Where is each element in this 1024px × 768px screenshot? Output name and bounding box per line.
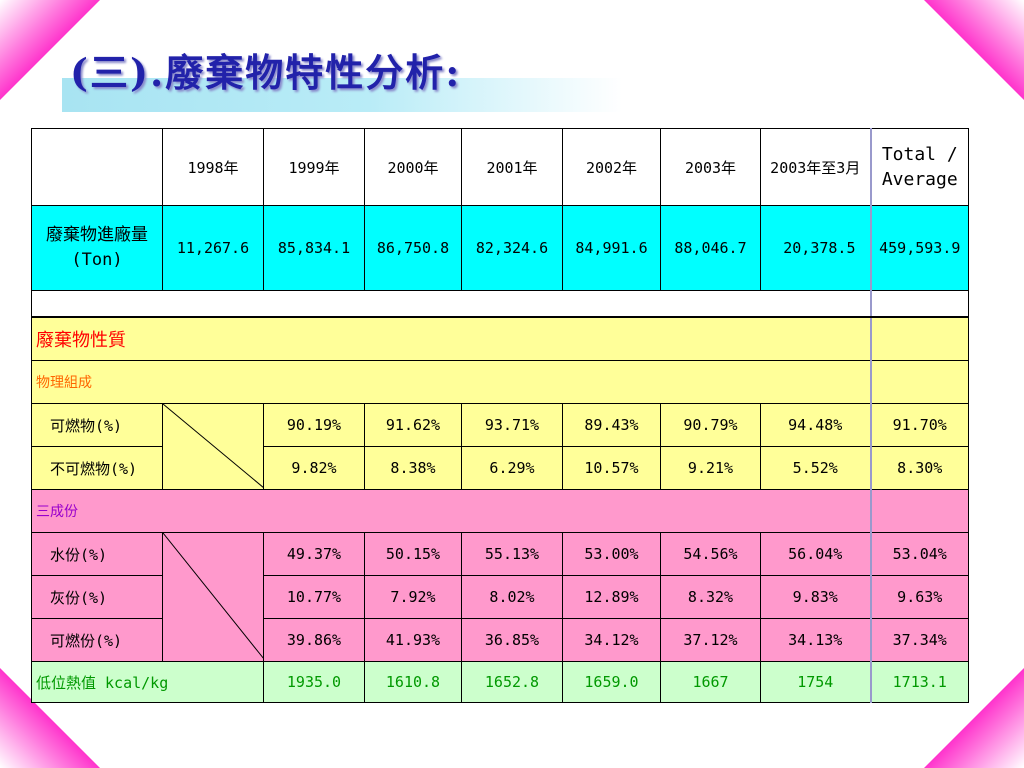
data-cell: 34.12% [562, 618, 661, 662]
intake-value: 86,750.8 [364, 205, 462, 291]
intake-value: 84,991.6 [562, 205, 661, 291]
data-cell: 8.30% [869, 446, 969, 490]
header-cell: 1999年 [263, 128, 365, 206]
title-highlight-band [62, 78, 622, 112]
data-cell: 53.04% [869, 532, 969, 576]
row-label: 不可燃物(%) [31, 446, 163, 490]
spacer-cell [31, 290, 871, 318]
data-cell: 5.52% [760, 446, 871, 490]
empty-cell [869, 489, 969, 533]
intake-label-cell: 廢棄物進廠量 (Ton) [31, 205, 163, 291]
heating-value-cell: 1610.8 [364, 661, 462, 703]
header-cell: 1998年 [162, 128, 264, 206]
data-cell: 9.21% [660, 446, 761, 490]
data-cell: 10.77% [263, 575, 365, 619]
diagonal-cell [162, 532, 264, 662]
heating-value-cell: 1935.0 [263, 661, 365, 703]
header-row: 1998年 1999年 2000年 2001年 2002年 2003年 2003… [31, 128, 969, 206]
data-cell: 54.56% [660, 532, 761, 576]
physical-row: 不可燃物(%) 9.82% 8.38% 6.29% 10.57% 9.21% 5… [31, 446, 969, 490]
intake-value: 85,834.1 [263, 205, 365, 291]
heating-value-label: 低位熱值 kcal/kg [31, 661, 264, 703]
intake-row: 廢棄物進廠量 (Ton) 11,267.6 85,834.1 86,750.8 … [31, 205, 969, 291]
data-cell: 50.15% [364, 532, 462, 576]
data-cell: 8.02% [461, 575, 563, 619]
data-cell: 90.19% [263, 403, 365, 447]
header-cell: 2001年 [461, 128, 563, 206]
data-cell: 34.13% [760, 618, 871, 662]
header-cell: 2000年 [364, 128, 462, 206]
data-cell: 91.62% [364, 403, 462, 447]
data-cell: 7.92% [364, 575, 462, 619]
waste-analysis-table: 1998年 1999年 2000年 2001年 2002年 2003年 2003… [31, 128, 969, 703]
three-components-heading: 三成份 [31, 489, 871, 533]
data-cell: 55.13% [461, 532, 563, 576]
data-cell: 53.00% [562, 532, 661, 576]
three-heading-row: 三成份 [31, 489, 969, 533]
title-area: (三).廢棄物特性分析: [62, 40, 622, 112]
row-label: 可燃物(%) [31, 403, 163, 447]
diagonal-line [163, 404, 263, 488]
data-cell: 93.71% [461, 403, 563, 447]
row-label: 水份(%) [31, 532, 163, 576]
average-label: Average [881, 169, 958, 190]
intake-unit: (Ton) [71, 250, 123, 270]
data-cell: 8.38% [364, 446, 462, 490]
properties-heading-row: 廢棄物性質 [31, 316, 969, 361]
heating-value-cell: 1652.8 [461, 661, 563, 703]
spacer-cell [869, 290, 969, 318]
physical-heading: 物理組成 [31, 360, 871, 404]
three-row: 水份(%) 49.37% 50.15% 55.13% 53.00% 54.56%… [31, 532, 969, 662]
data-cell: 94.48% [760, 403, 871, 447]
diagonal-cell [162, 403, 264, 490]
header-cell-total: Total / Average [869, 128, 969, 206]
page-title: (三).廢棄物特性分析: [70, 50, 462, 95]
data-cell: 89.43% [562, 403, 661, 447]
data-cell: 39.86% [263, 618, 365, 662]
header-cell: 2002年 [562, 128, 661, 206]
physical-row: 可燃物(%) 90.19% 91.62% 93.71% 89.43% 90.79… [31, 403, 969, 490]
row-label: 可燃份(%) [31, 618, 163, 662]
data-cell: 90.79% [660, 403, 761, 447]
empty-cell [869, 316, 969, 361]
data-cell: 10.57% [562, 446, 661, 490]
intake-value: 11,267.6 [162, 205, 264, 291]
data-cell: 9.63% [869, 575, 969, 619]
data-cell: 91.70% [869, 403, 969, 447]
three-row: 灰份(%) 10.77% 7.92% 8.02% 12.89% 8.32% 9.… [31, 575, 969, 619]
data-cell: 49.37% [263, 532, 365, 576]
data-cell: 8.32% [660, 575, 761, 619]
data-cell: 41.93% [364, 618, 462, 662]
total-label: Total / [881, 143, 958, 165]
data-cell: 12.89% [562, 575, 661, 619]
intake-value: 20,378.5 [760, 205, 871, 291]
intake-value: 88,046.7 [660, 205, 761, 291]
empty-cell [869, 360, 969, 404]
header-corner-cell [31, 128, 163, 206]
header-cell: 2003年 [660, 128, 761, 206]
data-cell: 9.82% [263, 446, 365, 490]
row-label: 灰份(%) [31, 575, 163, 619]
spacer-row [31, 290, 969, 318]
data-cell: 56.04% [760, 532, 871, 576]
intake-label: 廢棄物進廠量 [46, 224, 148, 245]
intake-value: 82,324.6 [461, 205, 563, 291]
properties-heading: 廢棄物性質 [31, 316, 871, 361]
data-cell: 6.29% [461, 446, 563, 490]
heating-value-row: 低位熱值 kcal/kg 1935.0 1610.8 1652.8 1659.0… [31, 661, 969, 703]
heating-value-cell: 1754 [760, 661, 871, 703]
heating-value-cell: 1713.1 [869, 661, 969, 703]
data-cell: 9.83% [760, 575, 871, 619]
physical-heading-row: 物理組成 [31, 360, 969, 404]
data-cell: 36.85% [461, 618, 563, 662]
three-row: 可燃份(%) 39.86% 41.93% 36.85% 34.12% 37.12… [31, 618, 969, 662]
header-cell: 2003年至3月 [760, 128, 871, 206]
intake-total: 459,593.9 [869, 205, 969, 291]
diagonal-line [163, 533, 263, 658]
heating-value-cell: 1667 [660, 661, 761, 703]
data-cell: 37.12% [660, 618, 761, 662]
heating-value-cell: 1659.0 [562, 661, 661, 703]
data-cell: 37.34% [869, 618, 969, 662]
